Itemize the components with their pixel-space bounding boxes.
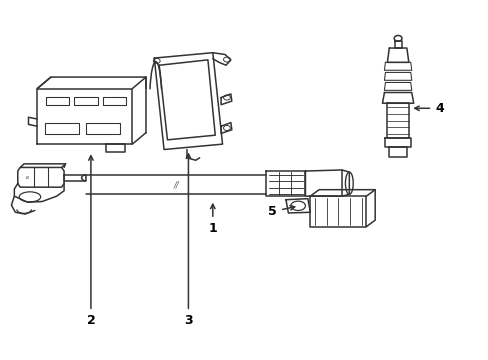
Text: ιι: ιι	[25, 175, 30, 180]
Text: 1: 1	[208, 204, 217, 235]
Text: 4: 4	[414, 102, 443, 115]
Text: 5: 5	[268, 205, 294, 218]
Text: //: //	[173, 181, 179, 190]
Text: 2: 2	[86, 156, 95, 327]
Text: 3: 3	[184, 154, 192, 327]
